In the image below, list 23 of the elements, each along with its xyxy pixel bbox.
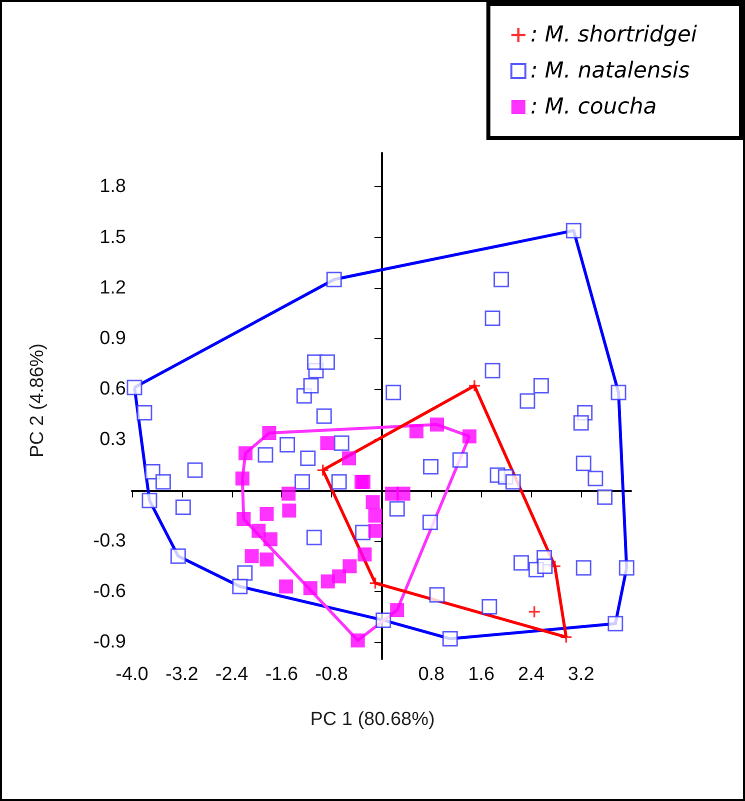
y-tick-label: 1.8 bbox=[100, 176, 126, 198]
y-tick-label: -0.6 bbox=[93, 581, 126, 602]
x-tick-label: 3.2 bbox=[568, 664, 594, 685]
y-tick-label: 0.9 bbox=[100, 328, 126, 350]
x-axis-title: PC 1 (80.68%) bbox=[310, 709, 435, 730]
x-tick-label: -1.6 bbox=[265, 664, 298, 685]
y-tick-label: 1.2 bbox=[100, 277, 126, 298]
x-tick-label: 0.8 bbox=[418, 664, 445, 685]
x-tick-label: -0.8 bbox=[315, 664, 348, 685]
y-tick-label: 0.3 bbox=[100, 429, 126, 450]
legend-label: : M. natalensis bbox=[530, 58, 690, 84]
legend-label: : M. shortridgei bbox=[530, 22, 698, 48]
x-tick-label: -4.0 bbox=[116, 664, 148, 685]
legend-label: : M. coucha bbox=[530, 94, 657, 120]
x-tick-label: -3.2 bbox=[166, 664, 198, 685]
x-tick-label: -2.4 bbox=[215, 664, 249, 685]
x-tick-label: 1.6 bbox=[468, 664, 495, 685]
y-tick-label: -0.9 bbox=[93, 632, 126, 653]
y-tick-label: 0.6 bbox=[100, 378, 126, 400]
y-tick-label: -0.3 bbox=[93, 530, 126, 552]
y-tick-label: 1.5 bbox=[100, 226, 126, 248]
y-axis-title: PC 2 (4.86%) bbox=[27, 343, 48, 458]
x-tick-label: 2.4 bbox=[518, 664, 545, 685]
